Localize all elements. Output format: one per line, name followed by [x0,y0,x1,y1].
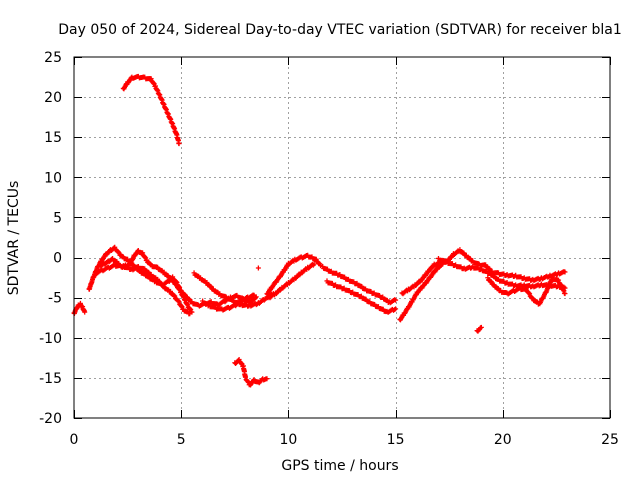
data-point [176,141,182,147]
x-tick-label: 20 [494,432,512,448]
y-tick-label: 15 [44,130,62,146]
y-axis-label: SDTVAR / TECUs [6,181,22,296]
series-track-low [232,357,270,388]
data-point [255,265,261,271]
y-tick-label: 0 [53,251,62,267]
series-track-upper [120,73,182,147]
chart-title: Day 050 of 2024, Sidereal Day-to-day VTE… [58,22,621,38]
data-point [147,261,153,267]
data-point [175,298,181,304]
x-axis-label: GPS time / hours [281,458,398,474]
data-point [82,309,88,315]
data-point [313,256,319,262]
data-point [251,292,257,298]
y-tick-label: 20 [44,90,62,106]
y-tick-label: -20 [39,411,62,427]
series-track-b [97,247,195,315]
x-tick-label: 25 [601,432,619,448]
x-tick-label: 15 [387,432,405,448]
series-isolated [255,265,484,334]
series-track-e [200,292,257,313]
series-track-l [435,255,568,291]
grid-lines [74,57,610,418]
data-points [71,73,568,388]
plot-frame [73,56,611,419]
series-track-f [264,252,324,297]
data-point [393,297,399,303]
data-point [115,249,121,255]
data-point [562,291,568,297]
series-track-c [92,262,193,317]
y-tick-label: -5 [48,291,62,307]
series-track-m [485,275,568,307]
y-tick-label: -15 [39,371,62,387]
x-tick-label: 10 [279,432,297,448]
series-track-g [266,261,317,301]
x-tick-label: 0 [70,432,79,448]
series-track-h [320,263,399,306]
y-tick-label: 25 [44,50,62,66]
data-point [264,376,270,382]
data-point [171,292,177,298]
data-point [311,261,317,267]
data-point [187,311,193,317]
y-tick-label: -10 [39,331,62,347]
series-track-i [324,278,399,315]
data-point [112,244,118,250]
data-point [478,324,484,330]
x-tick-label: 5 [177,432,186,448]
data-point [393,306,399,312]
axis-ticks: 0 5 10 15 20 25 -20 -15 -10 -5 0 5 10 15 20 25 [39,50,619,448]
y-tick-label: 10 [44,170,62,186]
data-point [562,269,568,275]
data-point [172,293,178,299]
y-tick-label: 5 [53,210,62,226]
